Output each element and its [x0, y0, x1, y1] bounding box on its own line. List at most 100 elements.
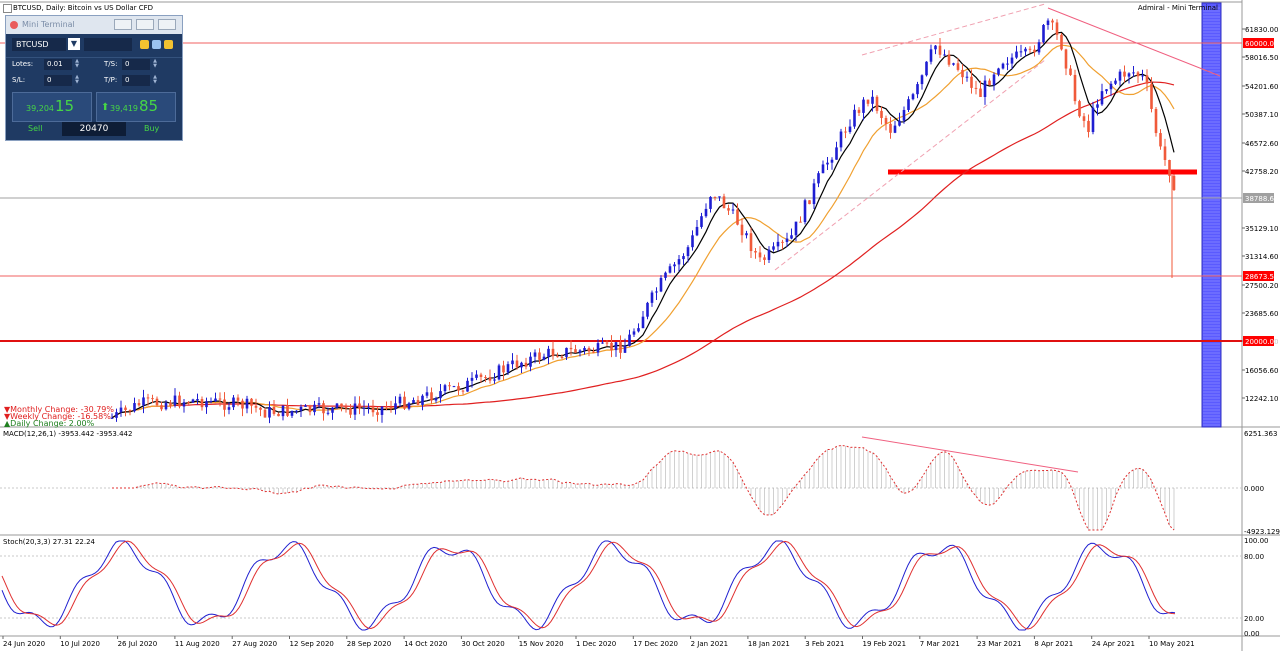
candle-body [731, 209, 735, 211]
candle-body [808, 200, 811, 205]
sell-price-button[interactable]: 39,204 15 [12, 92, 92, 122]
candle-body [209, 401, 213, 403]
candle-body [1028, 48, 1032, 50]
candle-body [929, 49, 933, 62]
candle-body [839, 131, 843, 148]
candle-body [875, 96, 879, 111]
candle-body [448, 385, 451, 387]
candle-body [308, 405, 312, 413]
candle-body [227, 407, 231, 410]
sl-input[interactable]: 0 [44, 75, 72, 86]
candle-body [191, 399, 195, 403]
ma-slow-line [111, 81, 1175, 419]
tp-stepper[interactable]: ▲ ▼ [153, 74, 157, 85]
candle-body [727, 208, 730, 211]
stoch-caption: Stoch(20,3,3) 27.31 22.24 [3, 538, 96, 546]
candle-body [529, 356, 532, 367]
mini-terminal-title: Mini Terminal [22, 20, 75, 29]
lots-stepper[interactable]: ▲ ▼ [75, 58, 79, 69]
stoch-tick-label: 100.00 [1244, 537, 1269, 545]
candle-body [943, 54, 946, 56]
sl-stepper[interactable]: ▲ ▼ [75, 74, 79, 85]
candle-body [146, 397, 150, 399]
channel-lower-line[interactable] [774, 59, 1046, 271]
candle-body [565, 347, 568, 358]
sell-button[interactable]: Sell [28, 124, 43, 133]
price-tick-label: 58016.50 [1245, 54, 1278, 62]
candle-body [169, 402, 172, 406]
candlesticks [110, 18, 1176, 424]
candle-body [290, 410, 294, 416]
restore-button[interactable] [136, 19, 154, 30]
candle-body [367, 407, 370, 409]
tp-input[interactable]: 0 [122, 75, 150, 86]
date-tick-label: 1 Dec 2020 [576, 640, 616, 648]
date-tick-label: 28 Sep 2020 [347, 640, 391, 648]
candle-body [286, 405, 289, 416]
buy-price-button[interactable]: ⬆ 39,419 85 [96, 92, 176, 122]
candle-body [740, 224, 744, 236]
candle-body [628, 334, 631, 346]
candle-body [263, 409, 267, 418]
tag-low: 28673.59 [1245, 273, 1278, 281]
volume-input[interactable]: 20470 [62, 122, 126, 136]
lots-input[interactable]: 0.01 [44, 59, 72, 70]
date-tick-label: 23 Mar 2021 [977, 640, 1021, 648]
stoch-signal-line [1, 540, 1176, 630]
buy-button[interactable]: Buy [144, 124, 160, 133]
candle-body [803, 200, 807, 223]
candle-body [466, 380, 469, 392]
macd-tick-label: 6251.363 [1244, 430, 1277, 438]
candle-body [1010, 57, 1014, 64]
candle-body [1019, 51, 1023, 53]
candle-body [812, 183, 816, 205]
candle-body [691, 235, 694, 248]
candle-body [461, 390, 465, 392]
symbol-extra-field[interactable] [84, 38, 132, 51]
candle-body [659, 277, 663, 292]
candle-body [605, 342, 609, 344]
candle-body [1024, 48, 1027, 52]
candle-body [871, 96, 874, 104]
ts-stepper[interactable]: ▲ ▼ [153, 58, 157, 69]
candle-body [862, 99, 865, 113]
options-icon[interactable] [164, 40, 173, 49]
candle-body [425, 392, 429, 396]
candle-body [1100, 91, 1104, 105]
close-button[interactable] [158, 19, 176, 30]
candle-body [398, 396, 402, 404]
ts-input[interactable]: 0 [122, 59, 150, 70]
candle-body [646, 302, 649, 317]
macd-divergence-line[interactable] [861, 436, 1079, 473]
mini-terminal-header[interactable]: Mini Terminal [6, 16, 182, 34]
settings-icon[interactable] [140, 40, 149, 49]
mini-terminal[interactable]: Mini Terminal BTCUSD ▼ Lotes: 0.01 ▲ ▼ T/… [5, 15, 183, 141]
candle-body [407, 403, 411, 409]
date-tick-label: 2 Jan 2021 [691, 640, 729, 648]
descending-trendline[interactable] [1047, 7, 1221, 77]
macd-signal-line [112, 444, 1175, 531]
candle-body [421, 395, 424, 405]
candle-body [898, 120, 901, 126]
chevron-down-icon[interactable]: ▼ [68, 38, 80, 50]
candle-body [493, 379, 496, 381]
symbol-select[interactable]: BTCUSD [12, 38, 66, 51]
candle-body [668, 266, 672, 273]
candle-body [124, 407, 127, 411]
candle-body [556, 356, 559, 358]
date-tick-label: 27 Aug 2020 [232, 640, 277, 648]
candle-body [686, 247, 690, 257]
candle-body [641, 316, 645, 329]
date-tick-label: 17 Dec 2020 [633, 640, 678, 648]
candle-body [1150, 83, 1153, 109]
candle-body [254, 405, 258, 408]
candle-body [281, 405, 285, 417]
macd-caption: MACD(12,26,1) -3953.442 -3953.442 [3, 430, 132, 438]
mini-terminal-logo-icon [10, 21, 18, 29]
candle-body [434, 398, 438, 401]
candle-body [533, 352, 537, 357]
minimize-button[interactable] [114, 19, 132, 30]
candle-body [884, 117, 888, 124]
info-icon[interactable] [152, 40, 161, 49]
